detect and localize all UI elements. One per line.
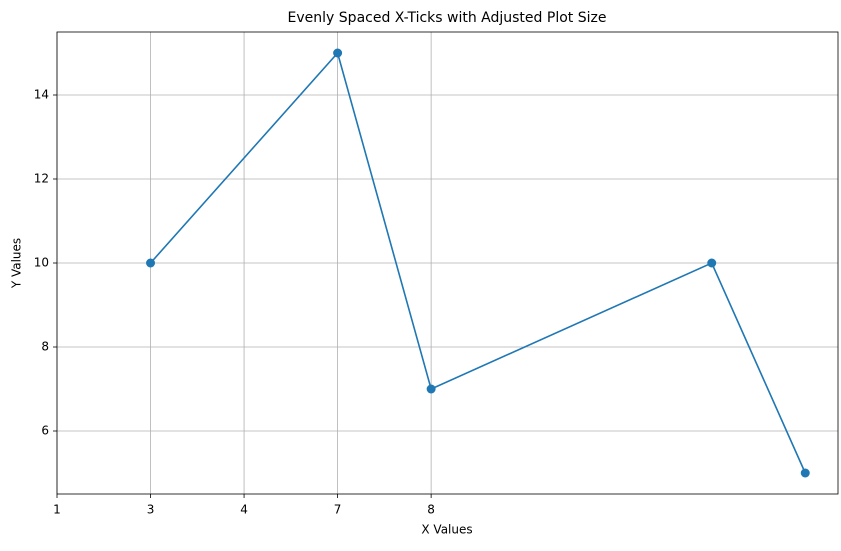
x-tick-label: 1: [53, 503, 61, 517]
x-tick-label: 7: [334, 503, 342, 517]
marker: [146, 258, 156, 268]
marker: [707, 258, 717, 268]
x-tick-label: 3: [147, 503, 155, 517]
x-tick-label: 4: [240, 503, 248, 517]
chart-title: Evenly Spaced X-Ticks with Adjusted Plot…: [288, 10, 607, 26]
x-tick-label: 8: [427, 503, 435, 517]
plot-frame: [56, 31, 839, 495]
y-tick-label: 8: [41, 340, 49, 354]
marker: [800, 468, 810, 478]
y-tick-label: 12: [34, 172, 49, 186]
y-tick-label: 14: [34, 88, 49, 102]
y-tick-label: 6: [41, 424, 49, 438]
x-axis-label: X Values: [421, 523, 472, 537]
y-axis-label: Y Values: [10, 238, 24, 289]
marker: [426, 384, 436, 394]
y-tick-label: 10: [34, 256, 49, 270]
marker: [333, 48, 343, 58]
